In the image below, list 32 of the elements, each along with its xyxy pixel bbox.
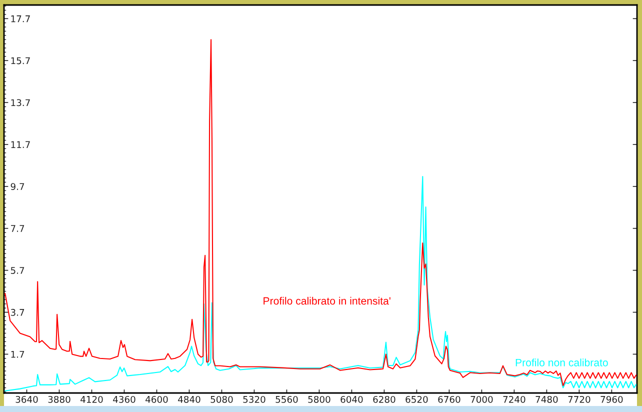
y-tick-label: 11.7 — [11, 141, 30, 148]
x-tick-label: 7720 — [568, 396, 590, 403]
x-tick-label: 5320 — [243, 396, 266, 403]
x-tick-label: 7240 — [503, 396, 526, 403]
y-tick-label: 1.7 — [11, 351, 24, 358]
x-tick-label: 4600 — [146, 396, 168, 403]
y-tick-label: 5.7 — [10, 267, 24, 274]
x-tick-label: 4360 — [113, 396, 136, 403]
x-tick-label: 7960 — [600, 396, 623, 403]
x-tick-label: 7000 — [470, 396, 493, 403]
x-tick-label: 6520 — [406, 396, 428, 403]
x-tick-label: 6040 — [340, 396, 363, 403]
x-tick-label: 6760 — [438, 396, 460, 403]
y-tick-label: 3.7 — [10, 308, 24, 316]
x-tick-label: 4840 — [178, 396, 200, 403]
x-tick-label: 4120 — [80, 396, 103, 403]
y-tick-label: 7.7 — [11, 225, 24, 232]
x-tick-label: 5560 — [276, 396, 298, 403]
x-tick-label: 5800 — [308, 396, 330, 403]
line-series — [4, 176, 637, 392]
x-tick-label: 3640 — [16, 396, 38, 403]
x-tick-label: 3880 — [48, 396, 70, 403]
y-tick-label: 9.7 — [10, 183, 24, 190]
x-tick-label: 6280 — [373, 396, 396, 403]
y-tick-label: 15.7 — [11, 57, 30, 64]
text: Profilo calibrato in intensita' — [264, 296, 390, 305]
x-tick-label: 7480 — [536, 396, 558, 403]
series-label: Profilo non calibrato — [516, 358, 608, 366]
y-tick-label: 17.7 — [11, 15, 30, 22]
x-tick-label: 5080 — [210, 396, 233, 403]
line-series — [4, 39, 637, 386]
y-tick-label: 13.7 — [11, 99, 30, 106]
